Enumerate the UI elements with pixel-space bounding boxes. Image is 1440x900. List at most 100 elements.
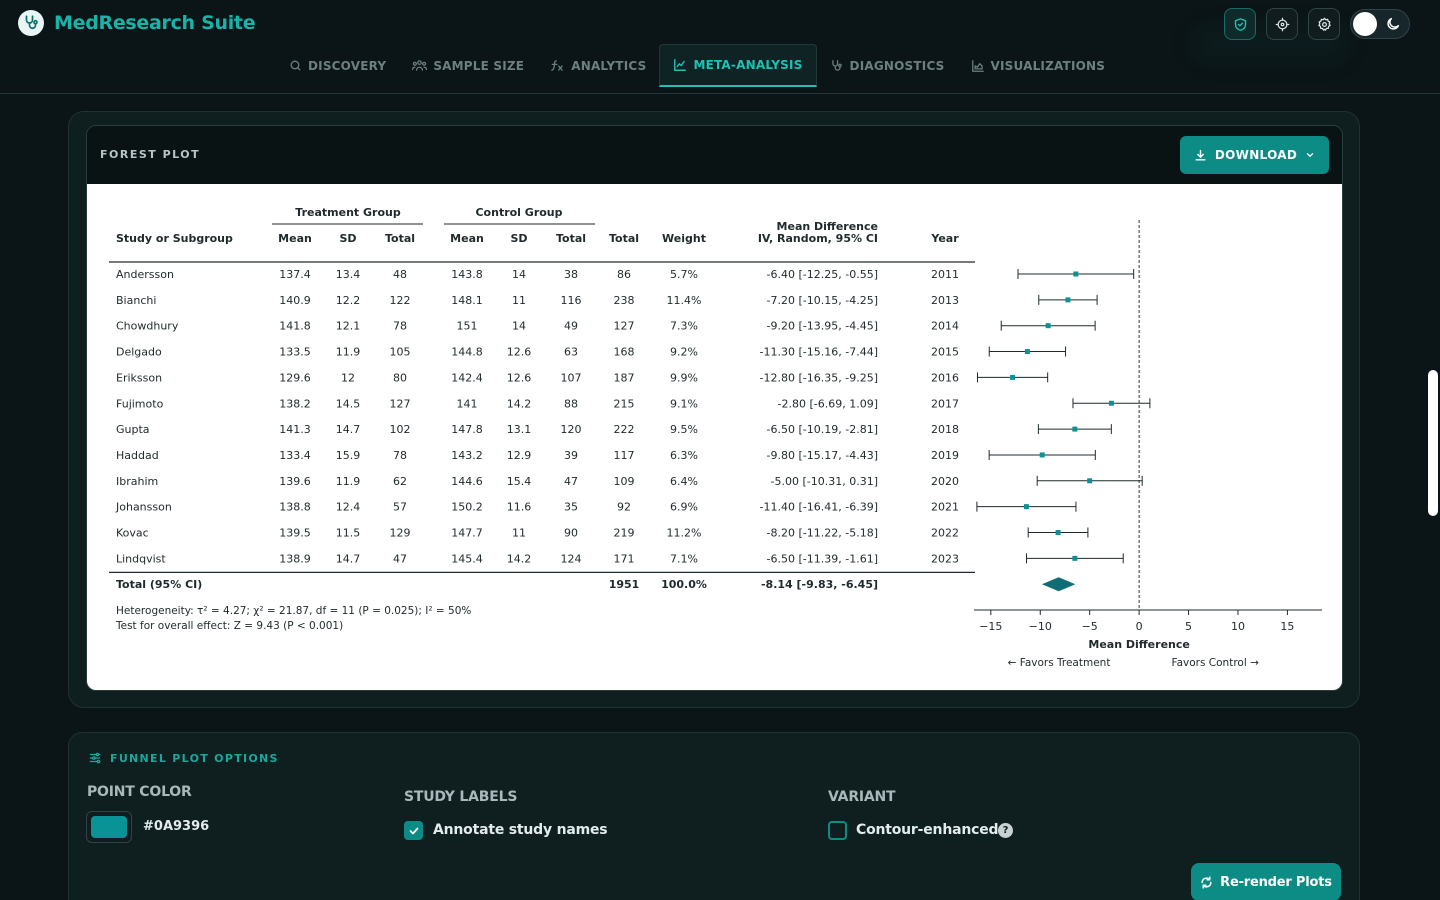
control-total-cell: 107 (561, 371, 582, 384)
treatment-total-cell: 57 (393, 501, 407, 514)
tab-diagnostics[interactable]: DIAGNOSTICS (817, 44, 958, 87)
control-total-cell: 116 (561, 294, 582, 307)
control-total-cell: 47 (564, 475, 578, 488)
control-sd-cell: 11.6 (507, 501, 532, 514)
weight-cell: 6.9% (670, 501, 698, 514)
year-cell: 2011 (931, 268, 959, 281)
year-cell: 2020 (931, 475, 959, 488)
point-color-swatch[interactable] (86, 811, 132, 843)
effect-point (1072, 426, 1078, 432)
page-scrollbar[interactable] (1428, 370, 1438, 516)
overall-ci-cell: -8.14 [-9.83, -6.45] (761, 578, 878, 591)
treatment-group-header: Treatment Group (295, 206, 401, 219)
control-total-cell: 90 (564, 527, 578, 540)
x-axis-tick-label: 15 (1280, 620, 1294, 633)
tab-label: VISUALIZATIONS (990, 58, 1106, 73)
year-cell: 2023 (931, 552, 959, 565)
contour-checkbox[interactable] (828, 821, 847, 840)
annotate-checkbox[interactable] (404, 821, 423, 840)
control-sd-cell: 12.9 (507, 449, 532, 462)
ci-cell: -9.80 [-15.17, -4.43] (767, 449, 878, 462)
contour-label: Contour-enhanced (856, 822, 999, 838)
year-cell: 2017 (931, 397, 959, 410)
col-header-control-total: Total (556, 232, 586, 245)
study-name: Johansson (115, 501, 172, 514)
total-cell: 219 (614, 527, 635, 540)
overall-effect-text: Test for overall effect: Z = 9.43 (P < 0… (115, 620, 343, 632)
total-cell: 187 (614, 371, 635, 384)
treatment-sd-cell: 11.9 (336, 475, 361, 488)
treatment-sd-cell: 14.7 (336, 423, 361, 436)
treatment-sd-cell: 12.4 (336, 501, 361, 514)
rerender-button[interactable]: Re-render Plots (1191, 863, 1341, 900)
download-button[interactable]: DOWNLOAD (1180, 136, 1329, 174)
treatment-total-cell: 127 (390, 397, 411, 410)
help-icon[interactable]: ? (998, 823, 1013, 838)
effect-point (1024, 349, 1030, 355)
tab-discovery[interactable]: DISCOVERY (276, 44, 399, 87)
study-name: Gupta (116, 423, 150, 436)
control-total-cell: 39 (564, 449, 578, 462)
col-header-weight: Weight (662, 232, 706, 245)
total-cell: 117 (614, 449, 635, 462)
treatment-mean-cell: 139.6 (279, 475, 311, 488)
annotate-label: Annotate study names (433, 822, 608, 838)
effect-point (1045, 323, 1051, 329)
weight-cell: 6.3% (670, 449, 698, 462)
tab-analytics[interactable]: ANALYTICS (537, 44, 659, 87)
chevron-down-icon (1306, 153, 1314, 157)
control-mean-cell: 142.4 (451, 371, 483, 384)
function-icon (551, 60, 563, 71)
weight-cell: 11.2% (667, 527, 702, 540)
tab-label: SAMPLE SIZE (433, 58, 525, 73)
gear-icon (1317, 17, 1331, 31)
shield-button[interactable] (1224, 8, 1256, 40)
control-mean-cell: 147.7 (451, 527, 483, 540)
tab-sample-size[interactable]: SAMPLE SIZE (399, 44, 537, 87)
control-mean-cell: 147.8 (451, 423, 483, 436)
control-sd-cell: 12.6 (507, 346, 532, 359)
ci-cell: -7.20 [-10.15, -4.25] (767, 294, 878, 307)
settings-button[interactable] (1308, 8, 1340, 40)
favors-treatment-label: ← Favors Treatment (1008, 657, 1111, 669)
study-name: Delgado (116, 346, 162, 359)
treatment-mean-cell: 133.5 (279, 346, 311, 359)
study-name: Chowdhury (116, 320, 179, 333)
tab-label: ANALYTICS (571, 58, 647, 73)
treatment-mean-cell: 138.2 (279, 397, 311, 410)
search-icon (290, 60, 301, 71)
year-cell: 2016 (931, 371, 959, 384)
tab-visualizations[interactable]: VISUALIZATIONS (958, 44, 1119, 87)
treatment-total-cell: 80 (393, 371, 407, 384)
treatment-sd-cell: 12.2 (336, 294, 361, 307)
col-header-total: Total (609, 232, 639, 245)
study-name: Bianchi (116, 294, 156, 307)
weight-cell: 9.1% (670, 397, 698, 410)
treatment-sd-cell: 12 (341, 371, 355, 384)
ci-cell: -6.40 [-12.25, -0.55] (767, 268, 878, 281)
crosshair-button[interactable] (1266, 8, 1298, 40)
effect-point (1010, 374, 1016, 380)
header-actions (1224, 8, 1410, 40)
treatment-mean-cell: 137.4 (279, 268, 311, 281)
study-name: Eriksson (116, 371, 162, 384)
users-icon (412, 60, 428, 71)
control-total-cell: 49 (564, 320, 578, 333)
brand[interactable]: MedResearch Suite (18, 10, 256, 36)
control-total-cell: 38 (564, 268, 578, 281)
control-total-cell: 88 (564, 397, 578, 410)
total-cell: 92 (617, 501, 631, 514)
treatment-total-cell: 78 (393, 449, 407, 462)
control-mean-cell: 151 (457, 320, 478, 333)
col-header-treatment-mean: Mean (278, 232, 312, 245)
x-axis-tick-label: −15 (979, 620, 1002, 633)
treatment-total-cell: 48 (393, 268, 407, 281)
tab-meta-analysis[interactable]: META-ANALYSIS (659, 44, 817, 87)
total-cell: 222 (614, 423, 635, 436)
theme-toggle[interactable] (1350, 9, 1410, 39)
study-name: Kovac (116, 527, 149, 540)
effect-point (1108, 400, 1114, 406)
forest-plot-chart: Treatment Group Control Group Study or Sub… (109, 206, 1322, 669)
refresh-icon (1201, 875, 1212, 889)
pooled-effect-diamond (1041, 577, 1076, 592)
